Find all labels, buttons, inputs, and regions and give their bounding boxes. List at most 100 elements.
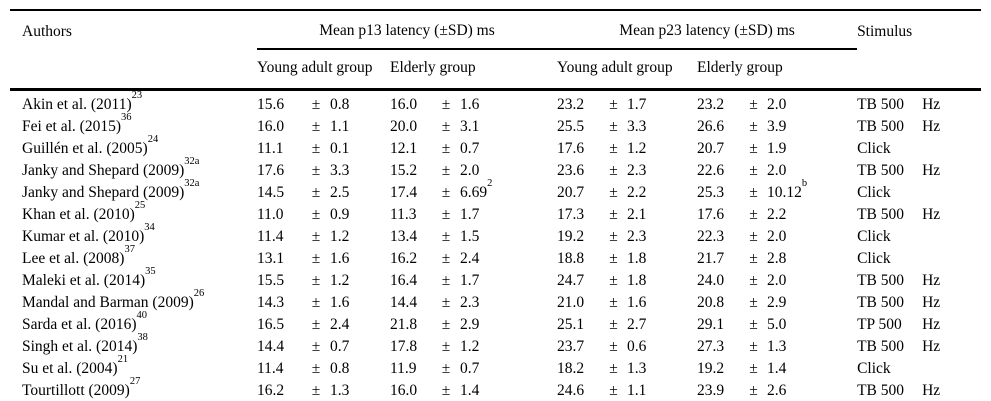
plus-minus-sign: ± [609, 294, 618, 311]
author-cell: Singh et al. (2014)38 [22, 331, 148, 355]
citation-superscript: 35 [145, 265, 156, 277]
p23_young-sd-cell: 1.2 [627, 140, 647, 157]
p13_young-mean-cell: 11.0 [257, 206, 284, 223]
stimulus-cell: Click [857, 228, 891, 245]
stimulus-unit-cell: Hz [922, 162, 941, 179]
col-header-p13-latency: Mean p13 latency (±SD) ms [257, 9, 558, 50]
plus-minus-sign: ± [749, 162, 758, 179]
p23_elderly-mean-cell: 23.2 [697, 96, 725, 113]
p23_elderly-mean-cell: 22.6 [697, 162, 725, 179]
p23_elderly-mean-cell: 24.0 [697, 272, 725, 289]
citation-superscript: 27 [129, 375, 141, 387]
p23_young-sd-cell: 2.3 [627, 228, 647, 245]
plus-minus-sign: ± [749, 316, 758, 333]
p23_young-sd-cell: 1.8 [627, 250, 647, 267]
p13_elderly-mean-cell: 14.4 [390, 294, 418, 311]
p13_young-mean-cell: 11.1 [257, 140, 284, 157]
plus-minus-sign: ± [749, 360, 758, 377]
plus-minus-sign: ± [311, 184, 321, 201]
p13_young-sd-cell: 3.3 [330, 162, 350, 179]
stimulus-unit-cell: Hz [922, 118, 941, 135]
p13_elderly-mean-cell: 17.4 [390, 184, 418, 201]
plus-minus-sign: ± [609, 184, 618, 201]
author-cell: Su et al. (2004)21 [22, 353, 129, 377]
p23_young-mean-cell: 19.2 [557, 228, 585, 245]
citation-superscript: 34 [144, 221, 155, 233]
stimulus-cell: TB 500 [857, 96, 904, 113]
citation-superscript: 26 [193, 287, 205, 299]
plus-minus-sign: ± [441, 338, 451, 355]
p23_elderly-sd-cell: 2.0 [767, 162, 787, 179]
citation-superscript: 36 [121, 111, 132, 123]
p13_elderly-mean-cell: 13.4 [390, 228, 418, 245]
p13_elderly-mean-cell: 16.2 [390, 250, 418, 267]
p13_young-sd-cell: 0.8 [330, 360, 350, 377]
p13_young-mean-cell: 14.5 [257, 184, 285, 201]
p13_young-sd-cell: 1.3 [330, 380, 390, 401]
plus-minus-sign: ± [441, 272, 451, 289]
stimulus-cell: Click [857, 140, 891, 157]
author-cell: Maleki et al. (2014)35 [22, 265, 156, 289]
plus-minus-sign: ± [441, 316, 451, 333]
author-cell: Fei et al. (2015)36 [22, 111, 132, 135]
p13_young-mean-cell: 15.5 [257, 272, 285, 289]
p23_young-sd-cell: 1.3 [627, 360, 647, 377]
table-body: Akin et al. (2011)23 15.6 ±0.8 16.0 ±1.6 23.2… [10, 89, 982, 401]
p13_elderly-sd-cell: 0.7 [460, 140, 480, 157]
p13_young-sd-cell: 0.7 [330, 338, 350, 355]
p13_young-mean-cell: 16.2 [257, 380, 302, 401]
stimulus-unit-cell: Hz [922, 380, 982, 401]
stimulus-cell: TB 500 [857, 338, 904, 355]
stimulus-cell: TB 500 [857, 206, 904, 223]
plus-minus-sign: ± [311, 140, 321, 157]
stimulus-unit-cell: Hz [922, 338, 941, 355]
p13_young-sd-cell: 0.9 [330, 206, 350, 223]
p13_elderly-mean-cell: 17.8 [390, 338, 418, 355]
plus-minus-sign: ± [749, 228, 758, 245]
p23_young-mean-cell: 25.1 [557, 316, 585, 333]
stimulus-unit-cell: Hz [922, 294, 941, 311]
plus-minus-sign: ± [749, 294, 758, 311]
p13_young-sd-cell: 0.1 [330, 140, 350, 157]
plus-minus-sign: ± [740, 380, 768, 401]
table-row: Su et al. (2004)21 11.4 ±0.8 11.9 ±0.7 18.2 ±1… [10, 353, 981, 380]
plus-minus-sign: ± [749, 118, 758, 135]
author-cell: Janky and Shepard (2009)32a [22, 177, 200, 201]
citation-superscript: 37 [124, 243, 135, 255]
plus-minus-sign: ± [609, 360, 618, 377]
p23_elderly-sd-cell: 2.8 [767, 250, 787, 267]
p23_young-sd-cell: 1.8 [627, 272, 647, 289]
plus-minus-sign: ± [609, 140, 618, 157]
plus-minus-sign: ± [609, 316, 618, 333]
p23_elderly-mean-cell: 27.3 [697, 338, 725, 355]
plus-minus-sign: ± [609, 338, 618, 355]
stimulus-unit-cell: Hz [922, 316, 941, 333]
p23_elderly-mean-cell: 17.6 [697, 206, 725, 223]
plus-minus-sign: ± [441, 96, 451, 113]
plus-minus-sign: ± [749, 96, 758, 113]
author-cell: Khan et al. (2010)25 [22, 199, 146, 223]
p23_elderly-mean-cell: 21.7 [697, 250, 725, 267]
col-header-p23-latency: Mean p23 latency (±SD) ms [557, 9, 858, 50]
p13_elderly-mean-cell: 15.2 [390, 162, 418, 179]
p23_elderly-sd-cell: 2.2 [767, 206, 787, 223]
p23_elderly-sd-cell: 2.9 [767, 294, 787, 311]
citation-superscript: 24 [147, 133, 159, 145]
p23_young-mean-cell: 17.6 [557, 140, 585, 157]
p23_young-mean-cell: 23.7 [557, 338, 585, 355]
p23_young-mean-cell: 23.6 [557, 162, 585, 179]
p13_elderly-sd-cell: 2.0 [460, 162, 480, 179]
p13_elderly-sd-cell: 1.4 [460, 380, 558, 401]
stimulus-cell: TB 500 [857, 118, 904, 135]
author-cell: Janky and Shepard (2009)32a [22, 155, 200, 179]
plus-minus-sign: ± [432, 380, 460, 401]
author-cell: Kumar et al. (2010)34 [22, 221, 155, 245]
p23_elderly-sd-cell: 1.3 [767, 338, 787, 355]
plus-minus-sign: ± [441, 228, 451, 245]
author-cell: Akin et al. (2011)23 [22, 89, 143, 113]
plus-minus-sign: ± [609, 272, 618, 289]
citation-superscript: 25 [134, 199, 146, 211]
stimulus-cell: TB 500 [857, 294, 904, 311]
p23_elderly-mean-cell: 23.9 [697, 380, 741, 401]
